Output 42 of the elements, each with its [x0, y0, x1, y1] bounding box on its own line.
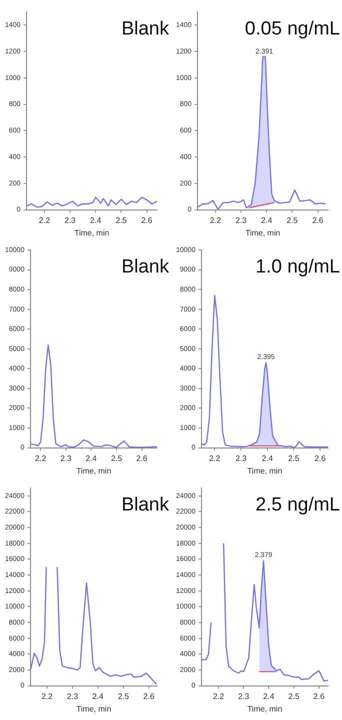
x-tick-label: 2.4	[90, 216, 102, 225]
chart-title: 0.05 ng/mL	[244, 18, 340, 40]
x-tick-label: 2.2	[38, 216, 51, 225]
x-tick-label: 2.6	[313, 692, 326, 701]
chart-title: Blank	[121, 18, 170, 40]
x-tick-label: 2.2	[210, 216, 222, 225]
x-axis-title: Time, min	[245, 228, 280, 238]
x-tick-label: 2.6	[136, 454, 148, 463]
x-tick-label: 2.3	[235, 216, 248, 225]
x-tick-label: 2.4	[261, 216, 273, 225]
x-tick-label: 2.4	[92, 692, 104, 701]
x-tick-label: 2.2	[41, 692, 54, 701]
x-tick-label: 2.2	[35, 454, 47, 463]
x-tick-label: 2.5	[110, 454, 123, 463]
x-tick-label: 2.3	[235, 454, 248, 463]
x-tick-label: 2.2	[209, 454, 221, 463]
x-tick-label: 2.2	[212, 692, 225, 701]
chart-title: 2.5 ng/mL	[256, 494, 340, 516]
x-tick-label: 2.5	[288, 454, 300, 463]
x-tick-label: 2.3	[238, 692, 250, 701]
chart-title: Blank	[121, 256, 170, 278]
x-tick-label: 2.6	[312, 216, 324, 225]
x-tick-label: 2.5	[288, 692, 300, 701]
x-tick-label: 2.4	[263, 692, 275, 701]
x-tick-label: 2.3	[66, 692, 79, 701]
chart-title: 1.0 ng/mL	[256, 256, 340, 278]
x-tick-label: 2.5	[286, 216, 298, 225]
x-tick-label: 2.6	[141, 216, 153, 225]
chart-title: Blank	[121, 494, 170, 516]
x-axis-title: Time, min	[76, 704, 112, 714]
x-tick-label: 2.3	[60, 454, 72, 463]
x-axis-title: Time, min	[247, 704, 282, 714]
x-tick-label: 2.4	[86, 454, 98, 463]
x-tick-label: 2.6	[143, 692, 155, 701]
x-axis-title: Time, min	[76, 466, 112, 476]
x-tick-label: 2.6	[314, 454, 326, 463]
x-tick-label: 2.4	[262, 454, 274, 463]
x-axis-title: Time, min	[247, 466, 282, 476]
x-tick-label: 2.5	[118, 692, 130, 701]
x-tick-label: 2.3	[64, 216, 76, 225]
x-axis-title: Time, min	[74, 228, 110, 238]
x-tick-label: 2.5	[116, 216, 128, 225]
